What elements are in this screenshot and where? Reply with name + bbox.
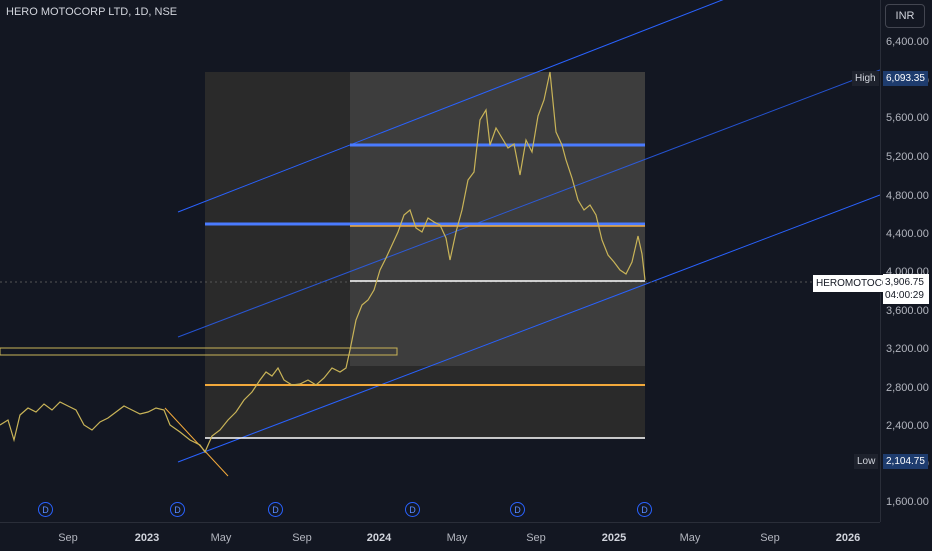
price-tick: 3,200.00 bbox=[886, 343, 929, 355]
time-tick: 2025 bbox=[601, 532, 627, 544]
channel-mid-line[interactable] bbox=[177, 69, 880, 338]
last-price-badge: 3,906.75 04:00:29 bbox=[883, 274, 929, 304]
dividend-marker-icon[interactable]: D bbox=[38, 502, 53, 517]
price-tick: 4,800.00 bbox=[886, 190, 929, 202]
channel-upper-line[interactable] bbox=[177, 0, 735, 213]
downtrend-line[interactable] bbox=[164, 407, 229, 477]
time-tick: Sep bbox=[760, 532, 780, 544]
fib-zone-inner[interactable] bbox=[350, 72, 645, 366]
dividend-marker-icon[interactable]: D bbox=[637, 502, 652, 517]
chart-area[interactable]: HERO MOTOCORP LTD, 1D, NSE D D D D D D bbox=[0, 0, 880, 522]
price-tick: 1,600.00 bbox=[886, 496, 929, 508]
currency-button[interactable]: INR bbox=[885, 4, 925, 28]
time-tick: Sep bbox=[292, 532, 312, 544]
price-tick: 4,400.00 bbox=[886, 228, 929, 240]
dividend-marker-icon[interactable]: D bbox=[405, 502, 420, 517]
time-tick: 2026 bbox=[835, 532, 861, 544]
price-series bbox=[0, 71, 646, 454]
price-tick: 5,600.00 bbox=[886, 112, 929, 124]
time-tick: 2024 bbox=[366, 532, 392, 544]
dividend-marker-icon[interactable]: D bbox=[268, 502, 283, 517]
price-axis[interactable] bbox=[880, 0, 932, 522]
supply-box[interactable] bbox=[0, 347, 398, 356]
dividend-marker-icon[interactable]: D bbox=[170, 502, 185, 517]
price-chart[interactable] bbox=[0, 0, 880, 522]
time-tick: Sep bbox=[526, 532, 546, 544]
time-tick: Sep bbox=[58, 532, 78, 544]
time-axis[interactable] bbox=[0, 522, 880, 551]
price-tick: 5,200.00 bbox=[886, 151, 929, 163]
time-tick: 2023 bbox=[134, 532, 160, 544]
price-tick: 3,600.00 bbox=[886, 305, 929, 317]
time-tick: May bbox=[679, 532, 701, 544]
last-price-countdown: 04:00:29 bbox=[885, 290, 924, 301]
low-value: 2,104.75 bbox=[883, 454, 928, 469]
price-tick: 2,800.00 bbox=[886, 382, 929, 394]
dividend-marker-icon[interactable]: D bbox=[510, 502, 525, 517]
high-label: High bbox=[852, 71, 879, 86]
price-tick: 2,400.00 bbox=[886, 420, 929, 432]
time-tick: May bbox=[446, 532, 468, 544]
price-tick: 6,400.00 bbox=[886, 36, 929, 48]
last-price-value: 3,906.75 bbox=[885, 277, 924, 288]
time-tick: May bbox=[210, 532, 232, 544]
symbol-label: HEROMOTOCO bbox=[812, 274, 894, 293]
channel-lower-line[interactable] bbox=[177, 194, 880, 463]
high-value: 6,093.35 bbox=[883, 71, 928, 86]
chart-title: HERO MOTOCORP LTD, 1D, NSE bbox=[6, 6, 178, 18]
low-label: Low bbox=[854, 454, 879, 469]
